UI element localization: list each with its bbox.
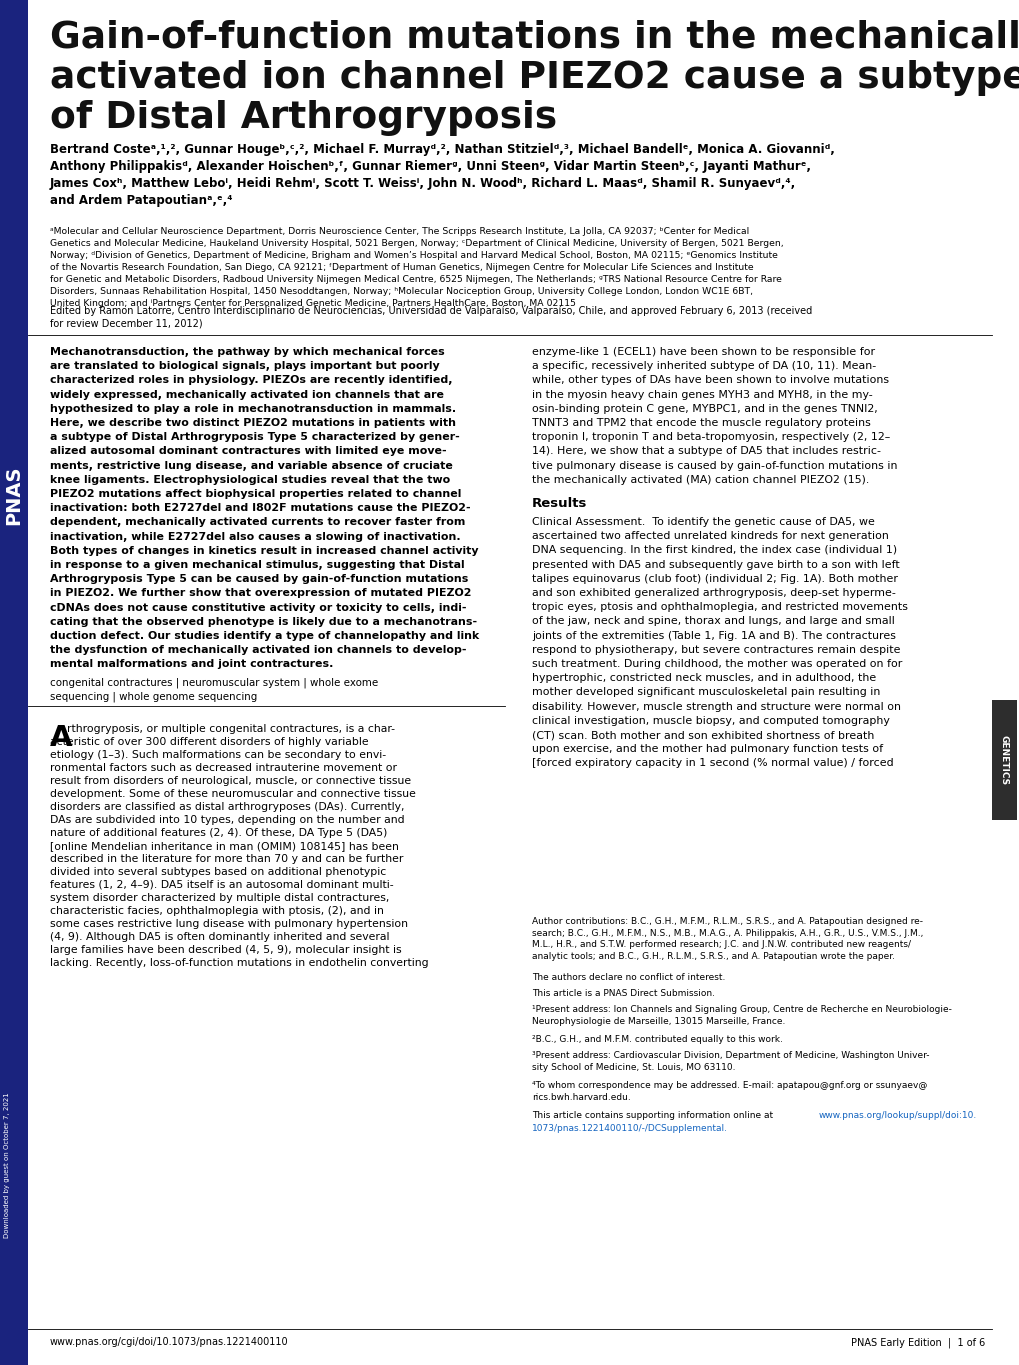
Text: Here, we describe two distinct PIEZO2 mutations in patients with: Here, we describe two distinct PIEZO2 mu…	[50, 418, 455, 429]
Text: a subtype of Distal Arthrogryposis Type 5 characterized by gener-: a subtype of Distal Arthrogryposis Type …	[50, 433, 460, 442]
Text: development. Some of these neuromuscular and connective tissue: development. Some of these neuromuscular…	[50, 789, 416, 799]
Text: dependent, mechanically activated currents to recover faster from: dependent, mechanically activated curren…	[50, 517, 465, 527]
Text: alized autosomal dominant contractures with limited eye move-: alized autosomal dominant contractures w…	[50, 446, 446, 456]
Text: etiology (1–3). Such malformations can be secondary to envi-: etiology (1–3). Such malformations can b…	[50, 749, 386, 759]
Text: PNAS Early Edition  |  1 of 6: PNAS Early Edition | 1 of 6	[850, 1336, 984, 1347]
Text: divided into several subtypes based on additional phenotypic: divided into several subtypes based on a…	[50, 867, 386, 876]
Text: Clinical Assessment.  To identify the genetic cause of DA5, we: Clinical Assessment. To identify the gen…	[532, 517, 874, 527]
Text: hypertrophic, constricted neck muscles, and in adulthood, the: hypertrophic, constricted neck muscles, …	[532, 673, 875, 684]
Text: such treatment. During childhood, the mother was operated on for: such treatment. During childhood, the mo…	[532, 659, 902, 669]
Text: 1073/pnas.1221400110/-/DCSupplemental.: 1073/pnas.1221400110/-/DCSupplemental.	[532, 1123, 728, 1133]
Text: Bertrand Costeᵃ,¹,², Gunnar Hougeᵇ,ᶜ,², Michael F. Murrayᵈ,², Nathan Stitzielᵈ,³: Bertrand Costeᵃ,¹,², Gunnar Hougeᵇ,ᶜ,², …	[50, 143, 835, 156]
Text: Author contributions: B.C., G.H., M.F.M., R.L.M., S.R.S., and A. Patapoutian des: Author contributions: B.C., G.H., M.F.M.…	[532, 917, 922, 961]
Text: ¹Present address: Ion Channels and Signaling Group, Centre de Recherche en Neuro: ¹Present address: Ion Channels and Signa…	[532, 1005, 951, 1025]
Text: troponin I, troponin T and beta-tropomyosin, respectively (2, 12–: troponin I, troponin T and beta-tropomyo…	[532, 433, 890, 442]
Text: This article contains supporting information online at: This article contains supporting informa…	[532, 1111, 775, 1121]
Text: ᵃMolecular and Cellular Neuroscience Department, Dorris Neuroscience Center, The: ᵃMolecular and Cellular Neuroscience Dep…	[50, 227, 783, 307]
Text: activated ion channel PIEZO2 cause a subtype: activated ion channel PIEZO2 cause a sub…	[50, 60, 1019, 96]
Text: ments, restrictive lung disease, and variable absence of cruciate: ments, restrictive lung disease, and var…	[50, 460, 452, 471]
Text: inactivation, while E2727del also causes a slowing of inactivation.: inactivation, while E2727del also causes…	[50, 531, 461, 542]
Text: ⁴To whom correspondence may be addressed. E-mail: apatapou@gnf.org or ssunyaev@
: ⁴To whom correspondence may be addressed…	[532, 1081, 926, 1102]
Text: described in the literature for more than 70 y and can be further: described in the literature for more tha…	[50, 853, 403, 864]
Text: the mechanically activated (MA) cation channel PIEZO2 (15).: the mechanically activated (MA) cation c…	[532, 475, 868, 485]
Text: presented with DA5 and subsequently gave birth to a son with left: presented with DA5 and subsequently gave…	[532, 560, 899, 569]
Text: osin-binding protein C gene, MYBPC1, and in the genes TNNI2,: osin-binding protein C gene, MYBPC1, and…	[532, 404, 877, 414]
Text: ascertained two affected unrelated kindreds for next generation: ascertained two affected unrelated kindr…	[532, 531, 888, 541]
Text: www.pnas.org/cgi/doi/10.1073/pnas.1221400110: www.pnas.org/cgi/doi/10.1073/pnas.122140…	[50, 1336, 288, 1347]
Text: inactivation: both E2727del and I802F mutations cause the PIEZO2-: inactivation: both E2727del and I802F mu…	[50, 504, 470, 513]
Text: the dysfunction of mechanically activated ion channels to develop-: the dysfunction of mechanically activate…	[50, 646, 466, 655]
Text: and Ardem Patapoutianᵃ,ᵉ,⁴: and Ardem Patapoutianᵃ,ᵉ,⁴	[50, 194, 232, 207]
Text: large families have been described (4, 5, 9), molecular insight is: large families have been described (4, 5…	[50, 945, 401, 954]
Text: This article is a PNAS Direct Submission.: This article is a PNAS Direct Submission…	[532, 990, 714, 998]
Text: [forced expiratory capacity in 1 second (% normal value) / forced: [forced expiratory capacity in 1 second …	[532, 759, 893, 768]
Text: talipes equinovarus (club foot) (individual 2; Fig. 1A). Both mother: talipes equinovarus (club foot) (individ…	[532, 573, 897, 584]
Text: nature of additional features (2, 4). Of these, DA Type 5 (DA5): nature of additional features (2, 4). Of…	[50, 827, 387, 838]
Text: lacking. Recently, loss-of-function mutations in endothelin converting: lacking. Recently, loss-of-function muta…	[50, 958, 428, 968]
Text: mother developed significant musculoskeletal pain resulting in: mother developed significant musculoskel…	[532, 688, 879, 698]
Text: characterized roles in physiology. PIEZOs are recently identified,: characterized roles in physiology. PIEZO…	[50, 375, 452, 385]
Text: Mechanotransduction, the pathway by which mechanical forces: Mechanotransduction, the pathway by whic…	[50, 347, 444, 358]
Text: duction defect. Our studies identify a type of channelopathy and link: duction defect. Our studies identify a t…	[50, 631, 479, 642]
Text: acteristic of over 300 different disorders of highly variable: acteristic of over 300 different disorde…	[50, 737, 368, 747]
Text: Arthrogryposis Type 5 can be caused by gain-of-function mutations: Arthrogryposis Type 5 can be caused by g…	[50, 575, 468, 584]
Text: hypothesized to play a role in mechanotransduction in mammals.: hypothesized to play a role in mechanotr…	[50, 404, 455, 414]
Text: ronmental factors such as decreased intrauterine movement or: ronmental factors such as decreased intr…	[50, 763, 396, 773]
Text: mental malformations and joint contractures.: mental malformations and joint contractu…	[50, 659, 333, 669]
Text: cDNAs does not cause constitutive activity or toxicity to cells, indi-: cDNAs does not cause constitutive activi…	[50, 602, 466, 613]
Text: James Coxʰ, Matthew Leboⁱ, Heidi Rehmⁱ, Scott T. Weissⁱ, John N. Woodʰ, Richard : James Coxʰ, Matthew Leboⁱ, Heidi Rehmⁱ, …	[50, 177, 796, 190]
Text: result from disorders of neurological, muscle, or connective tissue: result from disorders of neurological, m…	[50, 775, 411, 786]
Text: knee ligaments. Electrophysiological studies reveal that the two: knee ligaments. Electrophysiological stu…	[50, 475, 449, 485]
Text: DAs are subdivided into 10 types, depending on the number and: DAs are subdivided into 10 types, depend…	[50, 815, 405, 824]
Text: A: A	[50, 723, 72, 752]
Text: of the jaw, neck and spine, thorax and lungs, and large and small: of the jaw, neck and spine, thorax and l…	[532, 617, 894, 627]
Text: Both types of changes in kinetics result in increased channel activity: Both types of changes in kinetics result…	[50, 546, 478, 556]
Text: (CT) scan. Both mother and son exhibited shortness of breath: (CT) scan. Both mother and son exhibited…	[532, 730, 873, 740]
Text: DNA sequencing. In the first kindred, the index case (individual 1): DNA sequencing. In the first kindred, th…	[532, 546, 897, 556]
Text: disability. However, muscle strength and structure were normal on: disability. However, muscle strength and…	[532, 702, 900, 711]
Text: widely expressed, mechanically activated ion channels that are: widely expressed, mechanically activated…	[50, 389, 443, 400]
Text: TNNT3 and TPM2 that encode the muscle regulatory proteins: TNNT3 and TPM2 that encode the muscle re…	[532, 418, 870, 429]
Text: features (1, 2, 4–9). DA5 itself is an autosomal dominant multi-: features (1, 2, 4–9). DA5 itself is an a…	[50, 879, 393, 890]
Text: Downloaded by guest on October 7, 2021: Downloaded by guest on October 7, 2021	[4, 1092, 10, 1238]
Text: Edited by Ramon Latorre, Centro Interdisciplinario de Neurociencias, Universidad: Edited by Ramon Latorre, Centro Interdis…	[50, 304, 811, 329]
Text: congenital contractures | neuromuscular system | whole exome
sequencing | whole : congenital contractures | neuromuscular …	[50, 677, 378, 702]
Text: clinical investigation, muscle biopsy, and computed tomography: clinical investigation, muscle biopsy, a…	[532, 715, 889, 726]
Text: www.pnas.org/lookup/suppl/doi:10.: www.pnas.org/lookup/suppl/doi:10.	[818, 1111, 976, 1121]
Text: of Distal Arthrogryposis: of Distal Arthrogryposis	[50, 100, 556, 136]
Text: 14). Here, we show that a subtype of DA5 that includes restric-: 14). Here, we show that a subtype of DA5…	[532, 446, 880, 456]
Text: PIEZO2 mutations affect biophysical properties related to channel: PIEZO2 mutations affect biophysical prop…	[50, 489, 461, 500]
Text: and son exhibited generalized arthrogryposis, deep-set hyperme-: and son exhibited generalized arthrogryp…	[532, 588, 895, 598]
Text: joints of the extremities (Table 1, Fig. 1A and B). The contractures: joints of the extremities (Table 1, Fig.…	[532, 631, 895, 640]
Text: in response to a given mechanical stimulus, suggesting that Distal: in response to a given mechanical stimul…	[50, 560, 465, 571]
Text: tive pulmonary disease is caused by gain-of-function mutations in: tive pulmonary disease is caused by gain…	[532, 460, 897, 471]
Text: respond to physiotherapy, but severe contractures remain despite: respond to physiotherapy, but severe con…	[532, 644, 900, 655]
Text: [online Mendelian inheritance in man (OMIM) 108145] has been: [online Mendelian inheritance in man (OM…	[50, 841, 398, 850]
Text: in PIEZO2. We further show that overexpression of mutated PIEZO2: in PIEZO2. We further show that overexpr…	[50, 588, 471, 598]
Text: enzyme-like 1 (ECEL1) have been shown to be responsible for: enzyme-like 1 (ECEL1) have been shown to…	[532, 347, 874, 358]
Text: are translated to biological signals, plays important but poorly: are translated to biological signals, pl…	[50, 362, 439, 371]
Text: ³Present address: Cardiovascular Division, Department of Medicine, Washington Un: ³Present address: Cardiovascular Divisio…	[532, 1051, 928, 1072]
Text: in the myosin heavy chain genes MYH3 and MYH8, in the my-: in the myosin heavy chain genes MYH3 and…	[532, 389, 872, 400]
Text: system disorder characterized by multiple distal contractures,: system disorder characterized by multipl…	[50, 893, 389, 902]
Text: The authors declare no conflict of interest.: The authors declare no conflict of inter…	[532, 973, 725, 981]
Text: rthrogryposis, or multiple congenital contractures, is a char-: rthrogryposis, or multiple congenital co…	[67, 723, 394, 733]
Bar	[0, 0, 28, 1365]
Text: some cases restrictive lung disease with pulmonary hypertension: some cases restrictive lung disease with…	[50, 919, 408, 928]
Text: Results: Results	[532, 497, 587, 511]
Text: a specific, recessively inherited subtype of DA (10, 11). Mean-: a specific, recessively inherited subtyp…	[532, 362, 875, 371]
Text: cating that the observed phenotype is likely due to a mechanotrans-: cating that the observed phenotype is li…	[50, 617, 477, 627]
Bar	[991, 700, 1016, 820]
Text: GENETICS: GENETICS	[999, 734, 1008, 785]
Text: Anthony Philippakisᵈ, Alexander Hoischenᵇ,ᶠ, Gunnar Riemerᵍ, Unni Steenᵍ, Vidar : Anthony Philippakisᵈ, Alexander Hoischen…	[50, 160, 810, 173]
Text: PNAS: PNAS	[4, 465, 23, 524]
Text: disorders are classified as distal arthrogryposes (DAs). Currently,: disorders are classified as distal arthr…	[50, 801, 405, 812]
Text: ²B.C., G.H., and M.F.M. contributed equally to this work.: ²B.C., G.H., and M.F.M. contributed equa…	[532, 1035, 783, 1044]
Text: while, other types of DAs have been shown to involve mutations: while, other types of DAs have been show…	[532, 375, 889, 385]
Text: upon exercise, and the mother had pulmonary function tests of: upon exercise, and the mother had pulmon…	[532, 744, 882, 755]
Text: tropic eyes, ptosis and ophthalmoplegia, and restricted movements: tropic eyes, ptosis and ophthalmoplegia,…	[532, 602, 907, 612]
Text: characteristic facies, ophthalmoplegia with ptosis, (2), and in: characteristic facies, ophthalmoplegia w…	[50, 905, 383, 916]
Text: Gain-of-function mutations in the mechanically: Gain-of-function mutations in the mechan…	[50, 20, 1019, 56]
Text: (4, 9). Although DA5 is often dominantly inherited and several: (4, 9). Although DA5 is often dominantly…	[50, 931, 389, 942]
